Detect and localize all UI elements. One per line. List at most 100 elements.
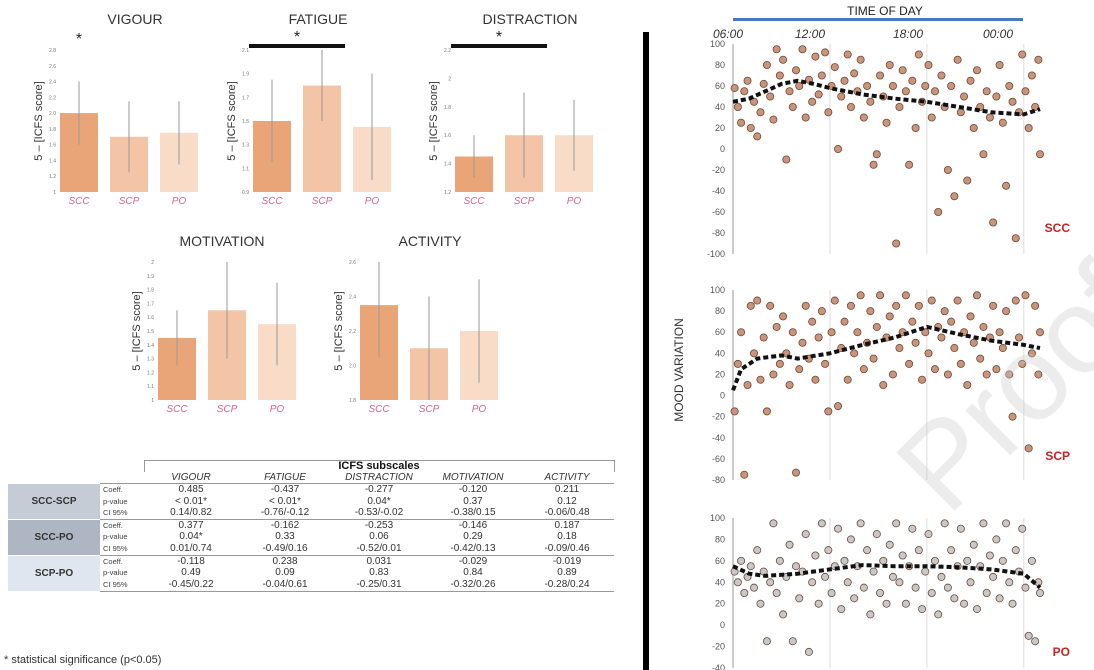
y-tick-label: 1.4 bbox=[49, 158, 56, 164]
y-tick-label: 80 bbox=[715, 306, 725, 316]
y-tick-label: -60 bbox=[712, 454, 725, 464]
table-cell: 0.14/0.82 bbox=[144, 506, 238, 520]
column-header: DISTRACTION bbox=[332, 472, 426, 484]
data-point bbox=[788, 103, 797, 112]
data-point bbox=[1035, 150, 1044, 159]
y-tick-label: -40 bbox=[712, 663, 725, 670]
data-point bbox=[924, 349, 933, 358]
table-cell: 0.29 bbox=[463, 531, 483, 543]
chart-title: MOTIVATION bbox=[179, 233, 264, 249]
data-point bbox=[943, 583, 952, 592]
data-point bbox=[785, 540, 794, 549]
y-tick-label: -80 bbox=[712, 475, 725, 485]
data-point bbox=[856, 519, 865, 528]
data-point bbox=[918, 605, 927, 614]
data-point bbox=[879, 556, 888, 565]
data-point bbox=[989, 301, 998, 310]
stat-label: Coeff. bbox=[103, 485, 123, 495]
data-point bbox=[772, 589, 781, 598]
data-point bbox=[772, 45, 781, 54]
y-tick-label: 1.4 bbox=[444, 162, 451, 168]
y-tick-label: 1.7 bbox=[242, 95, 249, 101]
data-point bbox=[1035, 589, 1044, 598]
y-tick-label: 0 bbox=[720, 620, 725, 630]
table-cell: -0.04/0.61 bbox=[238, 578, 332, 592]
table-cell: 0.04* bbox=[367, 495, 391, 507]
table-cell: -0.53/-0.02 bbox=[332, 506, 426, 520]
data-point bbox=[866, 97, 875, 106]
table-cell: 0.12 bbox=[557, 495, 577, 507]
data-point bbox=[824, 546, 833, 555]
y-tick-label: 1.2 bbox=[49, 174, 56, 180]
data-point bbox=[846, 535, 855, 544]
y-axis-label: 5 – [ICFS score] bbox=[333, 291, 345, 370]
table-cell: -0.45/0.22 bbox=[144, 578, 238, 592]
data-point bbox=[746, 124, 755, 133]
column-header: VIGOUR bbox=[144, 472, 238, 484]
y-tick-label: 1.6 bbox=[49, 143, 56, 149]
y-tick-label: 1.2 bbox=[147, 370, 154, 376]
data-point bbox=[782, 155, 791, 164]
y-tick-label: 2 bbox=[151, 260, 154, 266]
data-point bbox=[888, 370, 897, 379]
table-cell: 0.377 bbox=[178, 519, 204, 531]
data-point bbox=[795, 594, 804, 603]
data-point bbox=[788, 328, 797, 337]
data-point bbox=[792, 562, 801, 571]
data-point bbox=[947, 317, 956, 326]
data-point bbox=[1035, 328, 1044, 337]
x-tick-label: SCP bbox=[119, 196, 140, 207]
data-point bbox=[930, 556, 939, 565]
data-point bbox=[947, 546, 956, 555]
data-point bbox=[743, 380, 752, 389]
y-tick-label: -60 bbox=[712, 207, 725, 217]
data-point bbox=[1002, 307, 1011, 316]
data-point bbox=[876, 71, 885, 80]
data-point bbox=[950, 344, 959, 353]
data-point bbox=[804, 647, 813, 656]
data-point bbox=[792, 66, 801, 75]
y-tick-label: 80 bbox=[715, 534, 725, 544]
data-point bbox=[911, 583, 920, 592]
data-point bbox=[979, 150, 988, 159]
y-tick-label: 40 bbox=[715, 102, 725, 112]
y-tick-label: 1.2 bbox=[444, 190, 451, 196]
data-point bbox=[737, 328, 746, 337]
data-point bbox=[885, 312, 894, 321]
stat-label: p-value bbox=[103, 496, 128, 506]
bar-chart-fatigue: FATIGUE 0.9 1.1 1.3 1.5 1.7 1.9 2.1 5 – [ICFS sc… bbox=[226, 11, 391, 207]
data-point bbox=[756, 108, 765, 117]
y-tick-label: 1.8 bbox=[49, 127, 56, 133]
data-point bbox=[998, 556, 1007, 565]
data-point bbox=[963, 556, 972, 565]
y-tick-label: 1.6 bbox=[444, 133, 451, 139]
data-point bbox=[921, 82, 930, 91]
time-axis-bar bbox=[733, 18, 1023, 21]
y-tick-label: 100 bbox=[710, 39, 725, 49]
data-point bbox=[989, 572, 998, 581]
table-row: CI 95% 0.01/0.74 -0.49/0.16 -0.52/0.01 -0.42… bbox=[8, 542, 614, 556]
data-point bbox=[730, 84, 739, 93]
table-cell: 0.49 bbox=[181, 567, 201, 579]
table-cell: -0.120 bbox=[458, 484, 488, 496]
data-point bbox=[733, 103, 742, 112]
y-tick-label: 40 bbox=[715, 348, 725, 358]
data-point bbox=[834, 144, 843, 153]
data-point bbox=[788, 637, 797, 646]
y-tick-label: 1.6 bbox=[147, 315, 154, 321]
data-point bbox=[746, 301, 755, 310]
y-tick-label: 2.4 bbox=[49, 80, 56, 86]
bar-chart-activity: ACTIVITY 1.8 2.0 2.2 2.4 2.6 5 – [ICFS score] S… bbox=[333, 233, 498, 415]
data-point bbox=[995, 61, 1004, 70]
data-point bbox=[750, 583, 759, 592]
table-cell: < 0.01* bbox=[269, 495, 301, 507]
y-tick-label: 2.6 bbox=[49, 64, 56, 70]
data-point bbox=[856, 55, 865, 64]
panel-label: SCC bbox=[1045, 221, 1071, 235]
data-point bbox=[940, 519, 949, 528]
y-tick-label: 2.0 bbox=[349, 364, 356, 370]
bar-chart-distraction: DISTRACTION 1.2 1.4 1.6 1.8 2 2.2 5 – [ICFS sco… bbox=[428, 11, 593, 207]
significance-star: * bbox=[294, 29, 300, 46]
y-tick-label: 1.1 bbox=[147, 384, 154, 390]
data-point bbox=[937, 572, 946, 581]
